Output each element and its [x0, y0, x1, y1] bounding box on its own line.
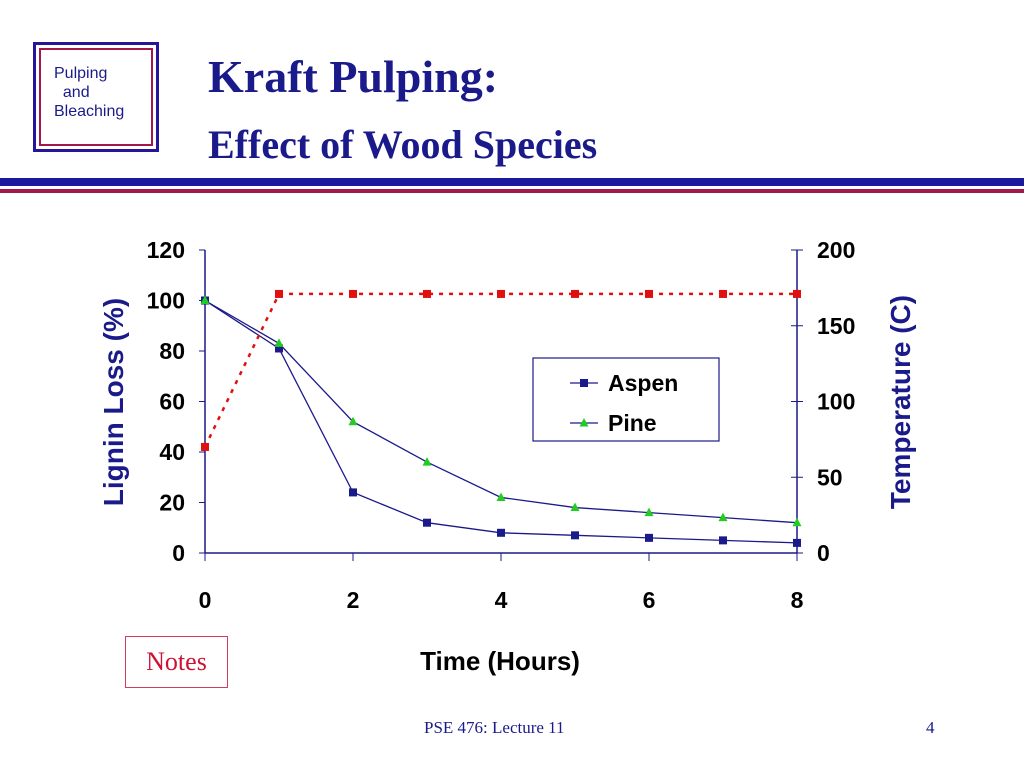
page-number: 4	[926, 718, 935, 737]
x-tick-label: 8	[791, 587, 804, 613]
y-tick-label-right: 50	[817, 464, 843, 490]
x-axis-title: Time (Hours)	[420, 646, 580, 676]
x-tick-label: 2	[347, 587, 360, 613]
y-tick-label-left: 100	[147, 288, 185, 314]
pine-point	[570, 502, 580, 512]
temperature-point	[719, 289, 727, 298]
aspen-point	[571, 531, 579, 540]
y-tick-label-right: 150	[817, 313, 855, 339]
temperature-point	[201, 442, 209, 451]
pine-point	[200, 295, 210, 304]
pine-point	[718, 512, 728, 522]
y-tick-label-left: 80	[159, 338, 185, 364]
pine-point	[644, 507, 654, 517]
slide-subtitle: Effect of Wood Species	[208, 122, 598, 167]
y-tick-label-left: 0	[172, 540, 185, 566]
logo-outer-frame	[33, 42, 159, 152]
title-rule-blue	[0, 178, 1024, 186]
logo-inner-frame	[39, 48, 153, 146]
aspen-point	[793, 538, 801, 547]
legend-aspen-marker	[580, 379, 588, 387]
y-tick-label-left: 120	[147, 237, 185, 263]
temperature-point	[497, 289, 505, 298]
pine-point	[348, 416, 358, 426]
title-rule-red	[0, 189, 1024, 193]
footer-text: PSE 476: Lecture 11	[424, 718, 565, 737]
y-tick-label-left: 40	[159, 439, 185, 465]
x-tick-label: 4	[495, 587, 508, 613]
temperature-point	[275, 289, 283, 298]
pine-point	[496, 492, 506, 501]
temperature-point	[645, 289, 653, 298]
pine-point	[274, 338, 284, 347]
legend-label-pine: Pine	[608, 410, 657, 436]
y-tick-label-left: 20	[159, 490, 185, 516]
legend-label-aspen: Aspen	[608, 370, 678, 396]
temperature-point	[349, 289, 357, 298]
y-axis-title-left: Lignin Loss (%)	[98, 298, 129, 506]
aspen-point	[349, 488, 357, 497]
legend-box	[532, 357, 720, 442]
y-tick-label-right: 100	[817, 389, 855, 415]
aspen-point	[719, 536, 727, 545]
aspen-point	[497, 528, 505, 537]
pine-point	[422, 457, 432, 466]
y-axis-title-right: Temperature (C)	[885, 295, 916, 509]
temperature-point	[571, 289, 579, 298]
y-tick-label-left: 60	[159, 389, 185, 415]
x-tick-label: 6	[643, 587, 656, 613]
temperature-point	[423, 289, 431, 298]
aspen-point	[275, 344, 283, 353]
x-tick-label: 0	[199, 587, 212, 613]
y-tick-label-right: 200	[817, 237, 855, 263]
legend-pine-marker	[579, 418, 589, 427]
slide-title: Kraft Pulping:	[208, 51, 499, 102]
y-tick-label-right: 0	[817, 540, 830, 566]
logo-text: Pulping and Bleaching	[54, 65, 125, 120]
aspen-point	[645, 533, 653, 542]
notes-button[interactable]: Notes	[125, 636, 228, 688]
aspen-point	[423, 518, 431, 527]
temperature-point	[793, 289, 801, 298]
pine-point	[792, 517, 802, 527]
